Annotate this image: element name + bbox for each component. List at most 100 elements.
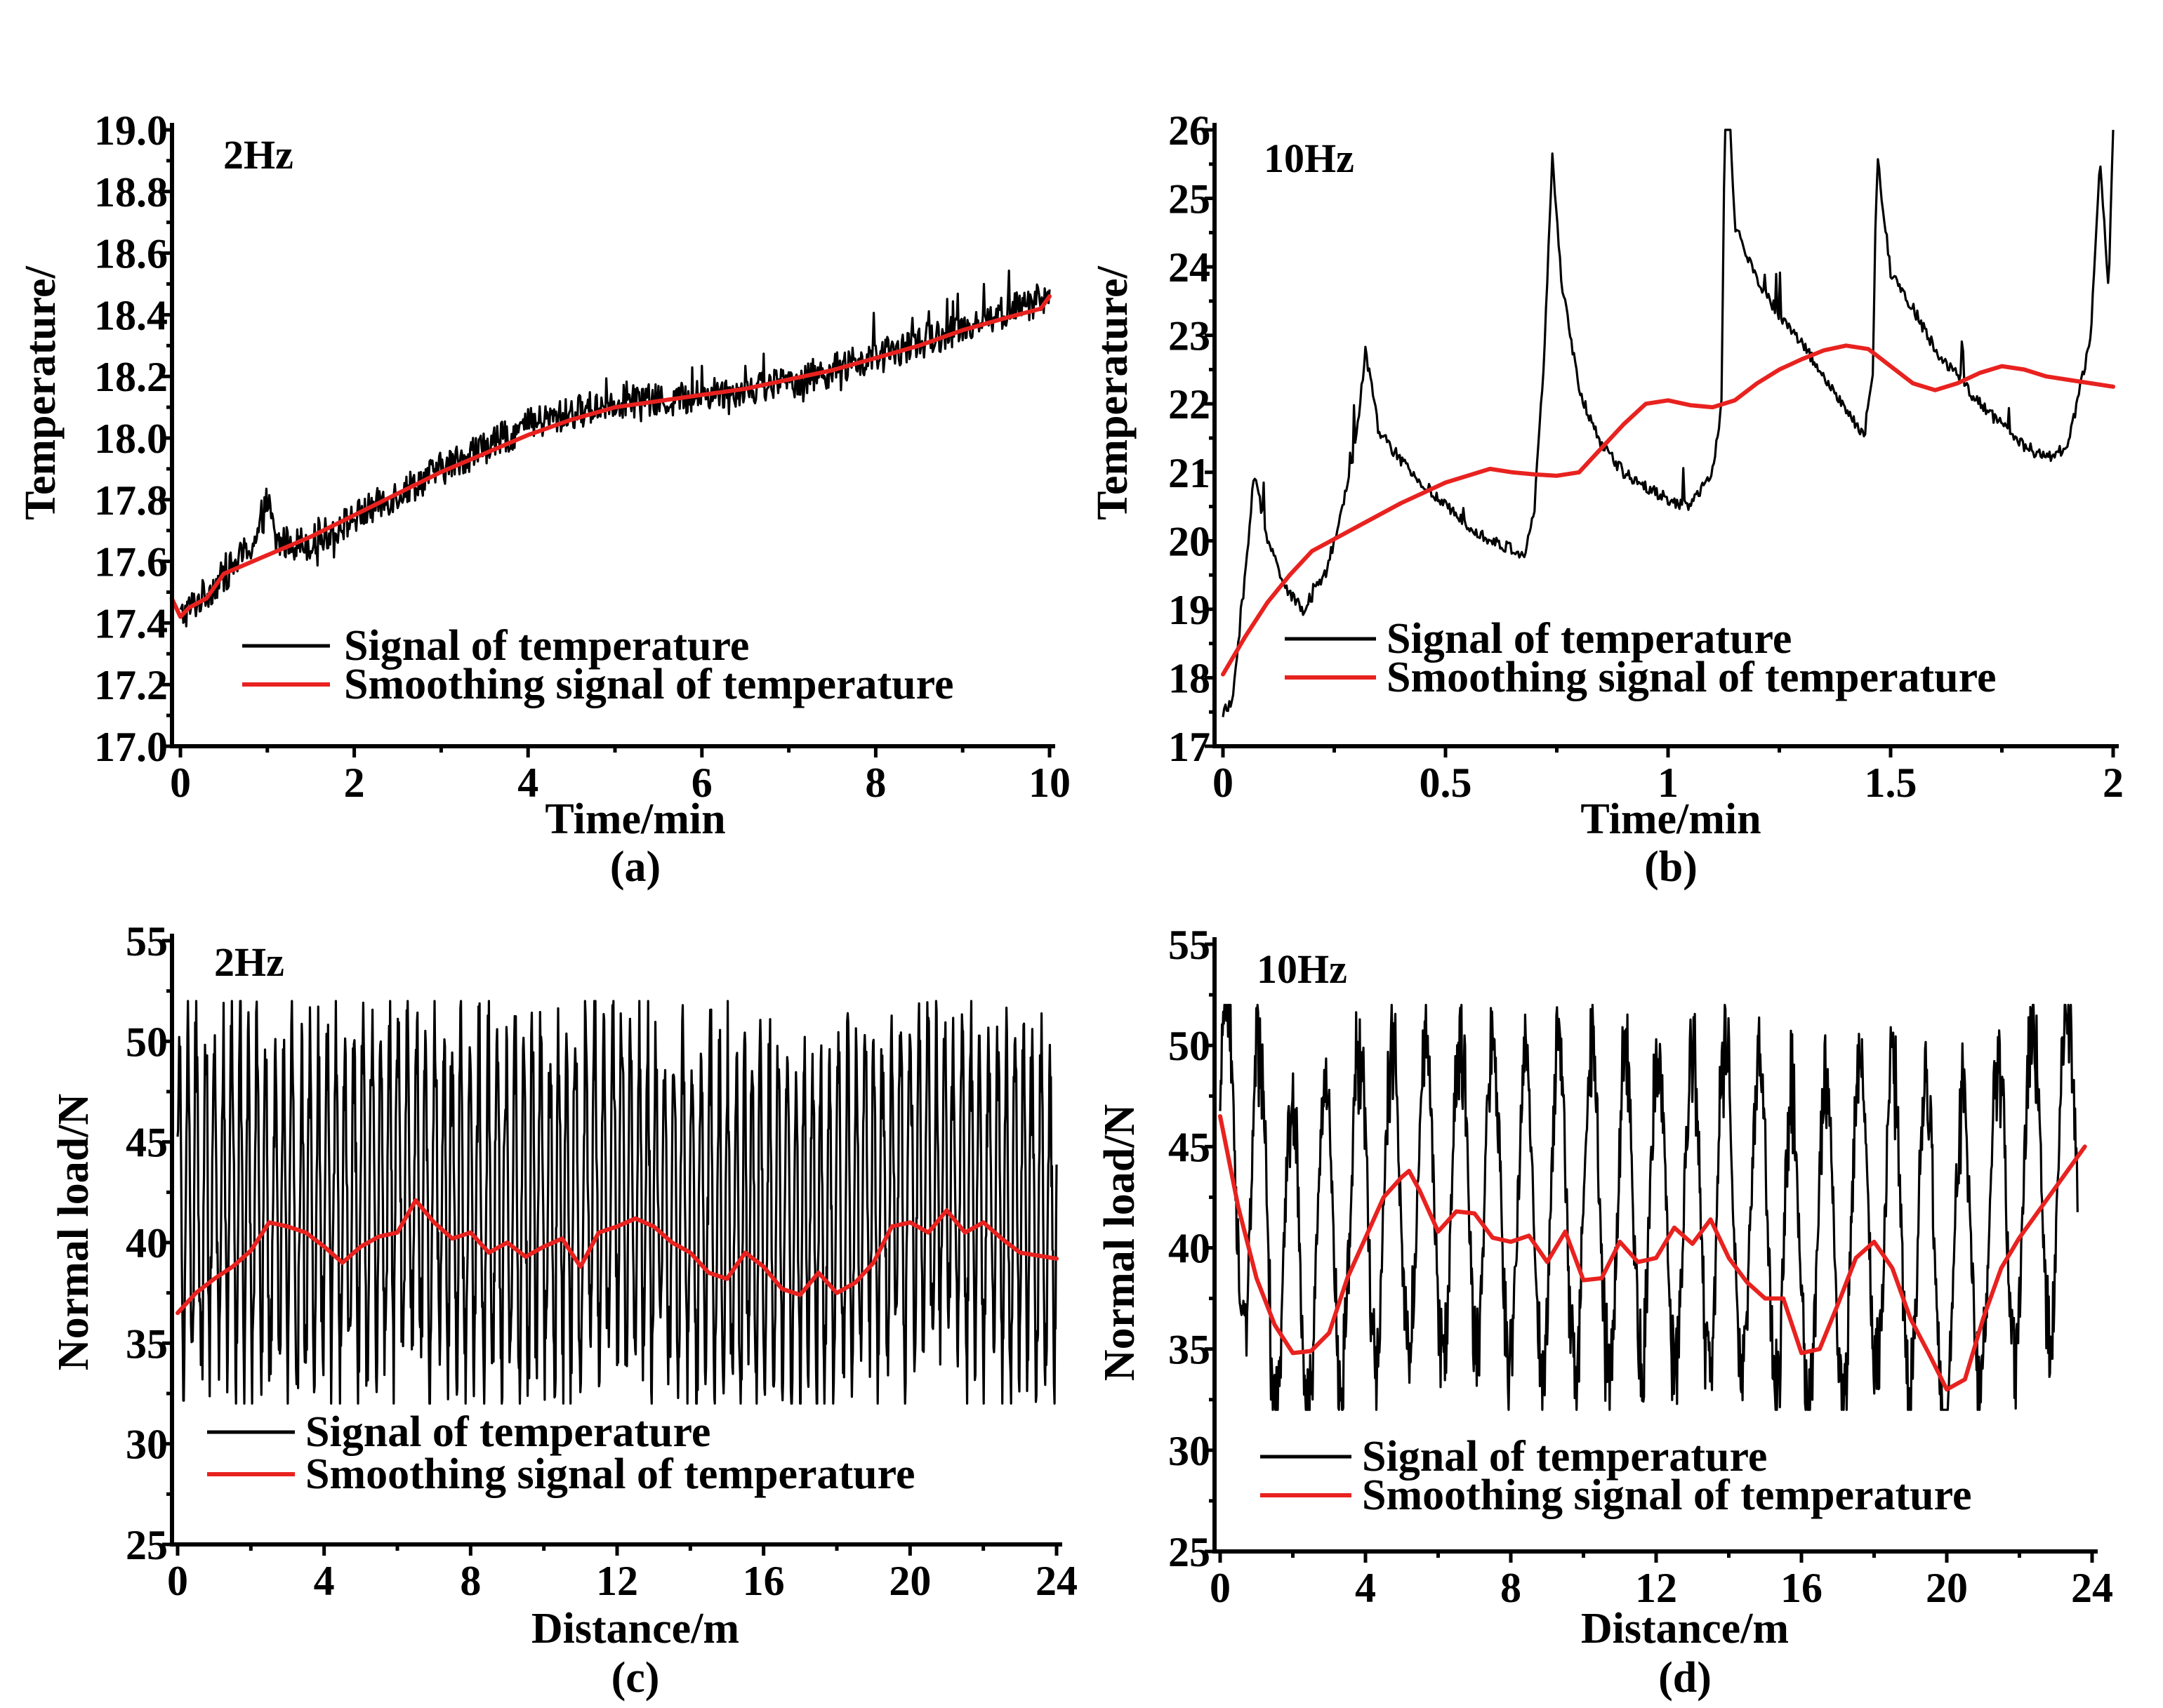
series-line-raw	[179, 270, 1051, 628]
legend-entry-raw: Signal of temperature	[344, 622, 749, 670]
x-tick-label: 1	[1658, 760, 1679, 806]
series-line-smooth	[169, 294, 1052, 619]
y-tick-label: 22	[1168, 381, 1210, 428]
y-tick-label: 45	[126, 1120, 168, 1166]
frequency-label: 10Hz	[1264, 135, 1354, 181]
y-tick-label: 30	[1168, 1428, 1210, 1474]
panel-label: (b)	[1644, 843, 1698, 891]
y-tick-label: 21	[1168, 450, 1210, 496]
y-tick-label: 30	[126, 1422, 168, 1468]
series-line-smooth	[176, 1198, 1059, 1316]
x-tick-label: 0	[1212, 760, 1233, 806]
series-line-smooth	[1218, 1114, 2087, 1392]
y-tick-label: 18.8	[94, 169, 168, 216]
x-tick-label: 24	[2071, 1565, 2113, 1611]
y-tick-label: 20	[1168, 518, 1210, 564]
panel-c: 25 30 35 40 45 50 55 0 4 8 12 16 20 24 2Hz Distance/m…	[50, 918, 1078, 1702]
legend: Signal of temperature Smoothing signal o…	[1285, 615, 1997, 701]
series-line-raw	[1219, 1003, 2079, 1411]
y-tick-label: 35	[126, 1320, 168, 1367]
legend-entry-smooth: Smoothing signal of temperature	[1387, 654, 1997, 701]
x-tick-label: 0	[1210, 1565, 1231, 1611]
panel-label: (c)	[611, 1654, 660, 1702]
x-tick-label: 8	[1500, 1565, 1521, 1611]
axes: 25 30 35 40 45 50 55 0 4 8 12 16 20 24	[1168, 922, 2113, 1611]
y-axis-title: Normal load/N	[1096, 1104, 1144, 1381]
y-tick-label: 25	[1168, 1529, 1210, 1575]
x-tick-label: 0.5	[1420, 760, 1472, 806]
series-line-raw	[1222, 128, 2115, 717]
y-tick-label: 18.0	[94, 416, 168, 462]
legend-entry-smooth: Smoothing signal of temperature	[344, 661, 954, 708]
x-tick-label: 10	[1028, 760, 1071, 806]
panel-label: (a)	[610, 843, 661, 891]
x-axis-title: Time/min	[545, 795, 725, 843]
x-tick-label: 16	[1780, 1565, 1823, 1611]
frequency-label: 2Hz	[214, 939, 284, 985]
x-tick-label: 6	[692, 760, 713, 806]
x-tick-label: 24	[1036, 1558, 1078, 1604]
y-tick-label: 26	[1168, 107, 1210, 154]
x-tick-label: 2	[2103, 760, 2124, 806]
x-tick-label: 8	[460, 1558, 481, 1604]
x-tick-label: 1.5	[1865, 760, 1917, 806]
y-tick-label: 40	[126, 1220, 168, 1266]
y-tick-label: 50	[126, 1019, 168, 1065]
y-tick-label: 17.0	[94, 724, 168, 770]
x-tick-label: 20	[1926, 1565, 1968, 1611]
y-tick-label: 24	[1168, 244, 1210, 291]
y-tick-label: 55	[126, 918, 168, 965]
legend-entry-smooth: Smoothing signal of temperature	[1362, 1471, 1972, 1519]
axes: 17.0 17.2 17.4 17.6 17.8 18.0 18.2 18.4 18.6 18.8…	[94, 107, 1071, 806]
y-tick-label: 18.2	[94, 354, 168, 400]
legend-entry-smooth: Smoothing signal of temperature	[305, 1450, 915, 1498]
y-tick-label: 23	[1168, 313, 1210, 359]
y-tick-label: 18.6	[94, 231, 168, 277]
y-tick-label: 18.4	[94, 292, 168, 338]
plot-area	[1221, 128, 2115, 717]
x-tick-label: 4	[1355, 1565, 1376, 1611]
x-tick-label: 12	[596, 1558, 638, 1604]
legend: Signal of temperature Smoothing signal o…	[207, 1408, 915, 1498]
y-tick-label: 18	[1168, 655, 1210, 701]
y-tick-label: 45	[1168, 1124, 1210, 1170]
legend: Signal of temperature Smoothing signal o…	[242, 622, 954, 708]
x-tick-label: 4	[314, 1558, 335, 1604]
axes: 25 30 35 40 45 50 55 0 4 8 12 16 20 24	[126, 918, 1078, 1604]
y-tick-label: 25	[1168, 176, 1210, 223]
legend-entry-raw: Signal of temperature	[1362, 1433, 1767, 1481]
y-tick-label: 17.6	[94, 539, 168, 585]
series-line-raw	[176, 1000, 1058, 1405]
panel-b: 17 18 19 20 21 22 23 24 25 26 0 0.5 1 1.5 2 10Hz Time/…	[1089, 107, 2124, 891]
y-tick-label: 50	[1168, 1023, 1210, 1069]
legend: Signal of temperature Smoothing signal o…	[1260, 1433, 1972, 1519]
plot-area	[1218, 1003, 2087, 1411]
y-tick-label: 17.4	[94, 600, 168, 647]
y-tick-label: 17	[1168, 724, 1210, 770]
panel-label: (d)	[1658, 1654, 1712, 1702]
frequency-label: 2Hz	[223, 132, 293, 178]
y-tick-label: 19.0	[94, 107, 168, 154]
x-tick-label: 16	[743, 1558, 785, 1604]
x-tick-label: 0	[167, 1558, 188, 1604]
y-tick-label: 17.8	[94, 477, 168, 524]
x-tick-label: 20	[889, 1558, 931, 1604]
y-tick-label: 25	[126, 1522, 168, 1568]
legend-entry-raw: Signal of temperature	[305, 1408, 710, 1456]
x-axis-title: Distance/m	[1581, 1605, 1789, 1653]
plot-area	[169, 270, 1052, 628]
x-axis-title: Distance/m	[531, 1605, 739, 1653]
frequency-label: 10Hz	[1257, 946, 1347, 992]
y-axis-title: Temperature/	[17, 265, 65, 519]
x-tick-label: 12	[1635, 1565, 1677, 1611]
axes: 17 18 19 20 21 22 23 24 25 26 0 0.5 1 1.5 2	[1168, 107, 2124, 806]
y-tick-label: 40	[1168, 1226, 1210, 1272]
plot-area	[176, 1000, 1059, 1405]
x-tick-label: 2	[344, 760, 365, 806]
series-line-smooth	[1221, 343, 2115, 677]
y-tick-label: 55	[1168, 922, 1210, 968]
y-tick-label: 17.2	[94, 662, 168, 708]
panel-d: 25 30 35 40 45 50 55 0 4 8 12 16 20 24 10Hz Distance/…	[1096, 922, 2113, 1702]
y-tick-label: 19	[1168, 587, 1210, 633]
